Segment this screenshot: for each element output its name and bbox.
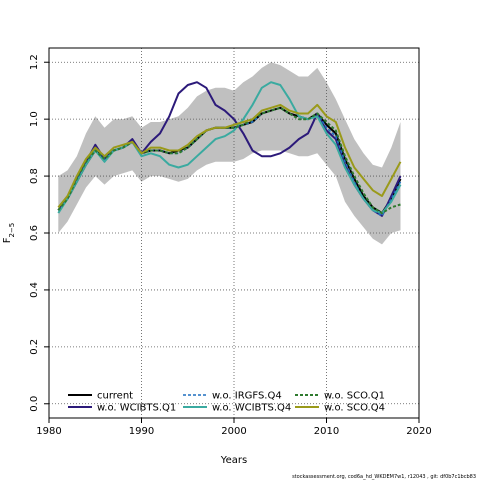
y-axis-title: F2−5 (2, 223, 16, 244)
x-tick-label: 2020 (406, 426, 431, 437)
x-axis-title: Years (220, 455, 247, 466)
legend-label: w.o. WCIBTS.Q1 (97, 403, 176, 414)
x-tick-label: 2000 (221, 426, 246, 437)
legend-label: w.o. WCIBTS.Q4 (212, 403, 291, 414)
y-axis-title-base: F (2, 237, 13, 243)
y-tick-label: 1.0 (29, 111, 40, 127)
y-tick-label: 0.8 (29, 168, 40, 184)
y-tick-label: 0.4 (29, 282, 40, 298)
y-tick-label: 0.6 (29, 225, 40, 241)
y-axis: 0.0 0.2 0.4 0.6 0.8 1.0 1.2 (29, 54, 49, 412)
footer-text: stockassessment.org, cod6a_hd_WKDEM7w1, … (292, 474, 476, 480)
y-tick-label: 0.0 (29, 396, 40, 412)
x-tick-label: 2010 (314, 426, 339, 437)
x-tick-label: 1990 (129, 426, 154, 437)
legend-label: current (97, 391, 133, 402)
series-line-5 (57, 106, 401, 215)
y-tick-label: 0.2 (29, 339, 40, 355)
y-axis-title-sub: 2−5 (8, 223, 16, 238)
x-axis: 1980 1990 2000 2010 2020 (36, 418, 432, 437)
series-layer (57, 81, 402, 217)
y-tick-label: 1.2 (29, 54, 40, 70)
legend-label: w.o. SCO.Q4 (324, 403, 385, 414)
series-line-6 (57, 103, 402, 209)
legend-label: w.o. SCO.Q1 (324, 391, 385, 402)
x-tick-label: 1980 (36, 426, 61, 437)
legend-label: w.o. IRGFS.Q4 (212, 391, 282, 402)
